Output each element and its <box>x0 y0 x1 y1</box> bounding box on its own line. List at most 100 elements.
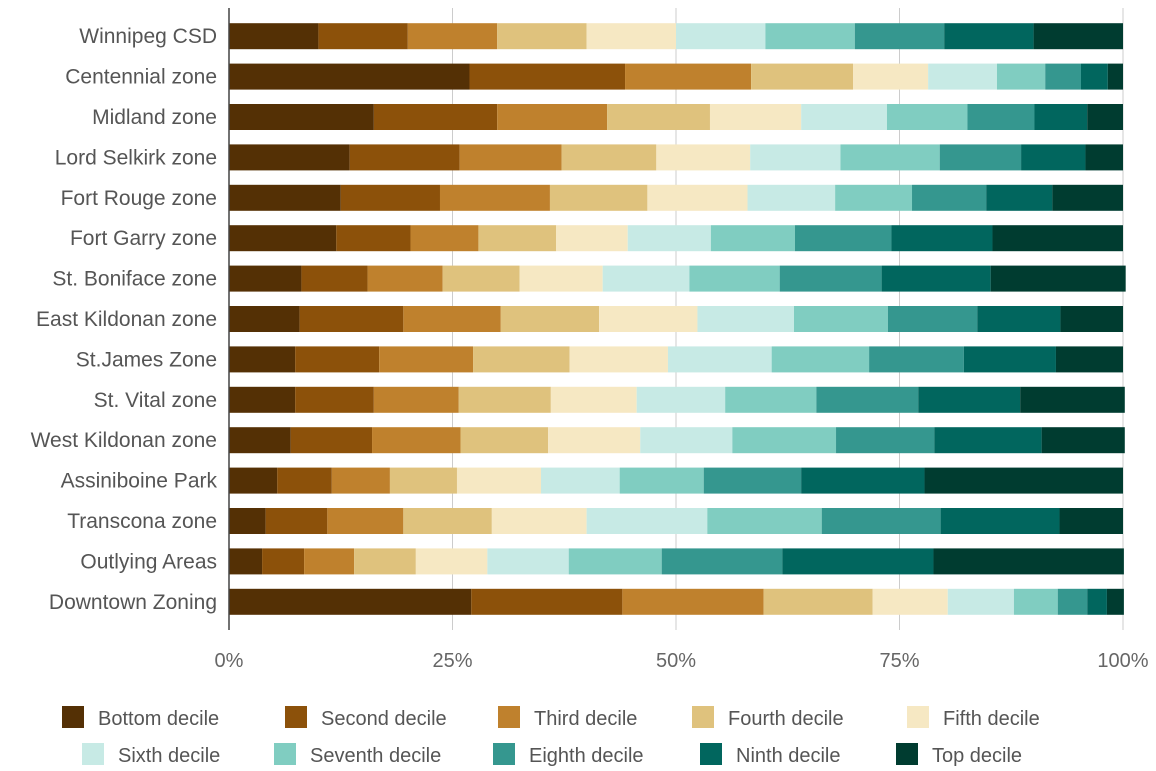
x-tick-label: 50% <box>656 650 696 672</box>
bar-segment <box>887 306 978 332</box>
bar-segment <box>801 104 887 130</box>
bar-segment <box>676 23 766 50</box>
bar-segment <box>990 265 1126 292</box>
category-label: Fort Rouge zone <box>61 187 217 210</box>
bar-segment <box>599 306 698 332</box>
bar-segment <box>821 508 941 534</box>
bar-segment <box>1106 588 1124 615</box>
legend-label: Ninth decile <box>736 745 841 767</box>
bar-segment <box>1087 588 1107 615</box>
category-label: Transcona zone <box>67 510 217 533</box>
legend-swatch <box>692 706 714 728</box>
bar-segment <box>636 386 726 413</box>
bar-segment <box>1041 427 1125 454</box>
bar-segment <box>229 144 350 171</box>
bar-segment <box>460 427 549 454</box>
bar-segment <box>229 265 302 292</box>
bar-segment <box>295 346 380 373</box>
legend-label: Second decile <box>321 708 447 730</box>
category-label: St. Boniface zone <box>52 268 217 291</box>
legend-swatch <box>896 743 918 765</box>
legend-swatch <box>62 706 84 728</box>
bar-segment <box>996 63 1046 90</box>
bar-segment <box>229 23 319 50</box>
legend: Bottom decile Second decile Third decile Fo… <box>62 706 1040 767</box>
bar-segment <box>407 23 498 50</box>
bar-segment <box>747 184 836 211</box>
bar-segment <box>689 265 780 292</box>
bar-segment <box>661 548 783 575</box>
bar-segment <box>497 104 608 130</box>
legend-swatch <box>82 743 104 765</box>
bar-segment <box>881 265 991 292</box>
bar-segment <box>349 144 460 171</box>
category-label: West Kildonan zone <box>31 429 217 452</box>
bar-segment <box>840 144 940 171</box>
bar-segment <box>763 588 873 615</box>
bar-segment <box>340 184 440 211</box>
bar-segment <box>389 467 457 494</box>
bar-segment <box>471 588 623 615</box>
bar-segment <box>751 63 854 90</box>
x-tick-label: 75% <box>879 650 919 672</box>
bar-segment <box>415 548 488 575</box>
bar-segment <box>229 104 374 130</box>
bar-segment <box>928 63 997 90</box>
bar-segment <box>1021 144 1086 171</box>
bar-segment <box>549 184 648 211</box>
bar-segment <box>1052 184 1123 211</box>
bar-segment <box>318 23 408 50</box>
bar-segment <box>697 306 795 332</box>
bar-segment <box>703 467 802 494</box>
bar-segment <box>1107 63 1123 90</box>
bar-segment <box>967 104 1035 130</box>
bar-segment <box>986 184 1053 211</box>
bar-segment <box>373 104 498 130</box>
bar-segment <box>229 386 296 413</box>
category-label: Outlying Areas <box>80 550 217 573</box>
bar-segment <box>963 346 1056 373</box>
bar-segment <box>229 346 296 373</box>
bar-segment <box>707 508 822 534</box>
bar-segment <box>602 265 690 292</box>
x-tick-label: 0% <box>215 650 244 672</box>
bar-segment <box>373 386 459 413</box>
bar-segment <box>336 225 411 252</box>
bar-segment <box>327 508 404 534</box>
bar-segment <box>1057 588 1088 615</box>
bar-segment <box>853 63 929 90</box>
bar-segment <box>725 386 817 413</box>
bar-segment <box>459 144 562 171</box>
legend-label: Fifth decile <box>943 708 1040 730</box>
category-label: Downtown Zoning <box>49 591 217 614</box>
x-tick-label: 100% <box>1097 650 1148 672</box>
bar-segment <box>854 23 945 50</box>
bar-segment <box>886 104 968 130</box>
legend-label: Seventh decile <box>310 745 441 767</box>
x-tick-labels: 0% 25% 50% 75% 100% <box>215 650 1149 672</box>
bar-segment <box>403 508 492 534</box>
bar-segment <box>869 346 964 373</box>
bar-segment <box>939 144 1022 171</box>
bars <box>229 23 1126 615</box>
category-label: Lord Selkirk zone <box>55 146 217 169</box>
category-label: Fort Garry zone <box>70 227 217 250</box>
bar-segment <box>1087 104 1123 130</box>
bar-segment <box>944 23 1034 50</box>
legend-swatch <box>700 743 722 765</box>
bar-segment <box>619 467 704 494</box>
category-label: East Kildonan zone <box>36 308 217 331</box>
bar-segment <box>439 184 550 211</box>
bar-segment <box>586 508 708 534</box>
bar-segment <box>442 265 520 292</box>
bar-segment <box>710 225 795 252</box>
bar-segment <box>372 427 461 454</box>
bar-segment <box>229 588 472 615</box>
bar-segment <box>229 184 341 211</box>
bar-segment <box>750 144 841 171</box>
bar-segment <box>622 588 764 615</box>
bar-segment <box>548 427 641 454</box>
bar-segment <box>1059 508 1123 534</box>
bar-segment <box>940 508 1060 534</box>
